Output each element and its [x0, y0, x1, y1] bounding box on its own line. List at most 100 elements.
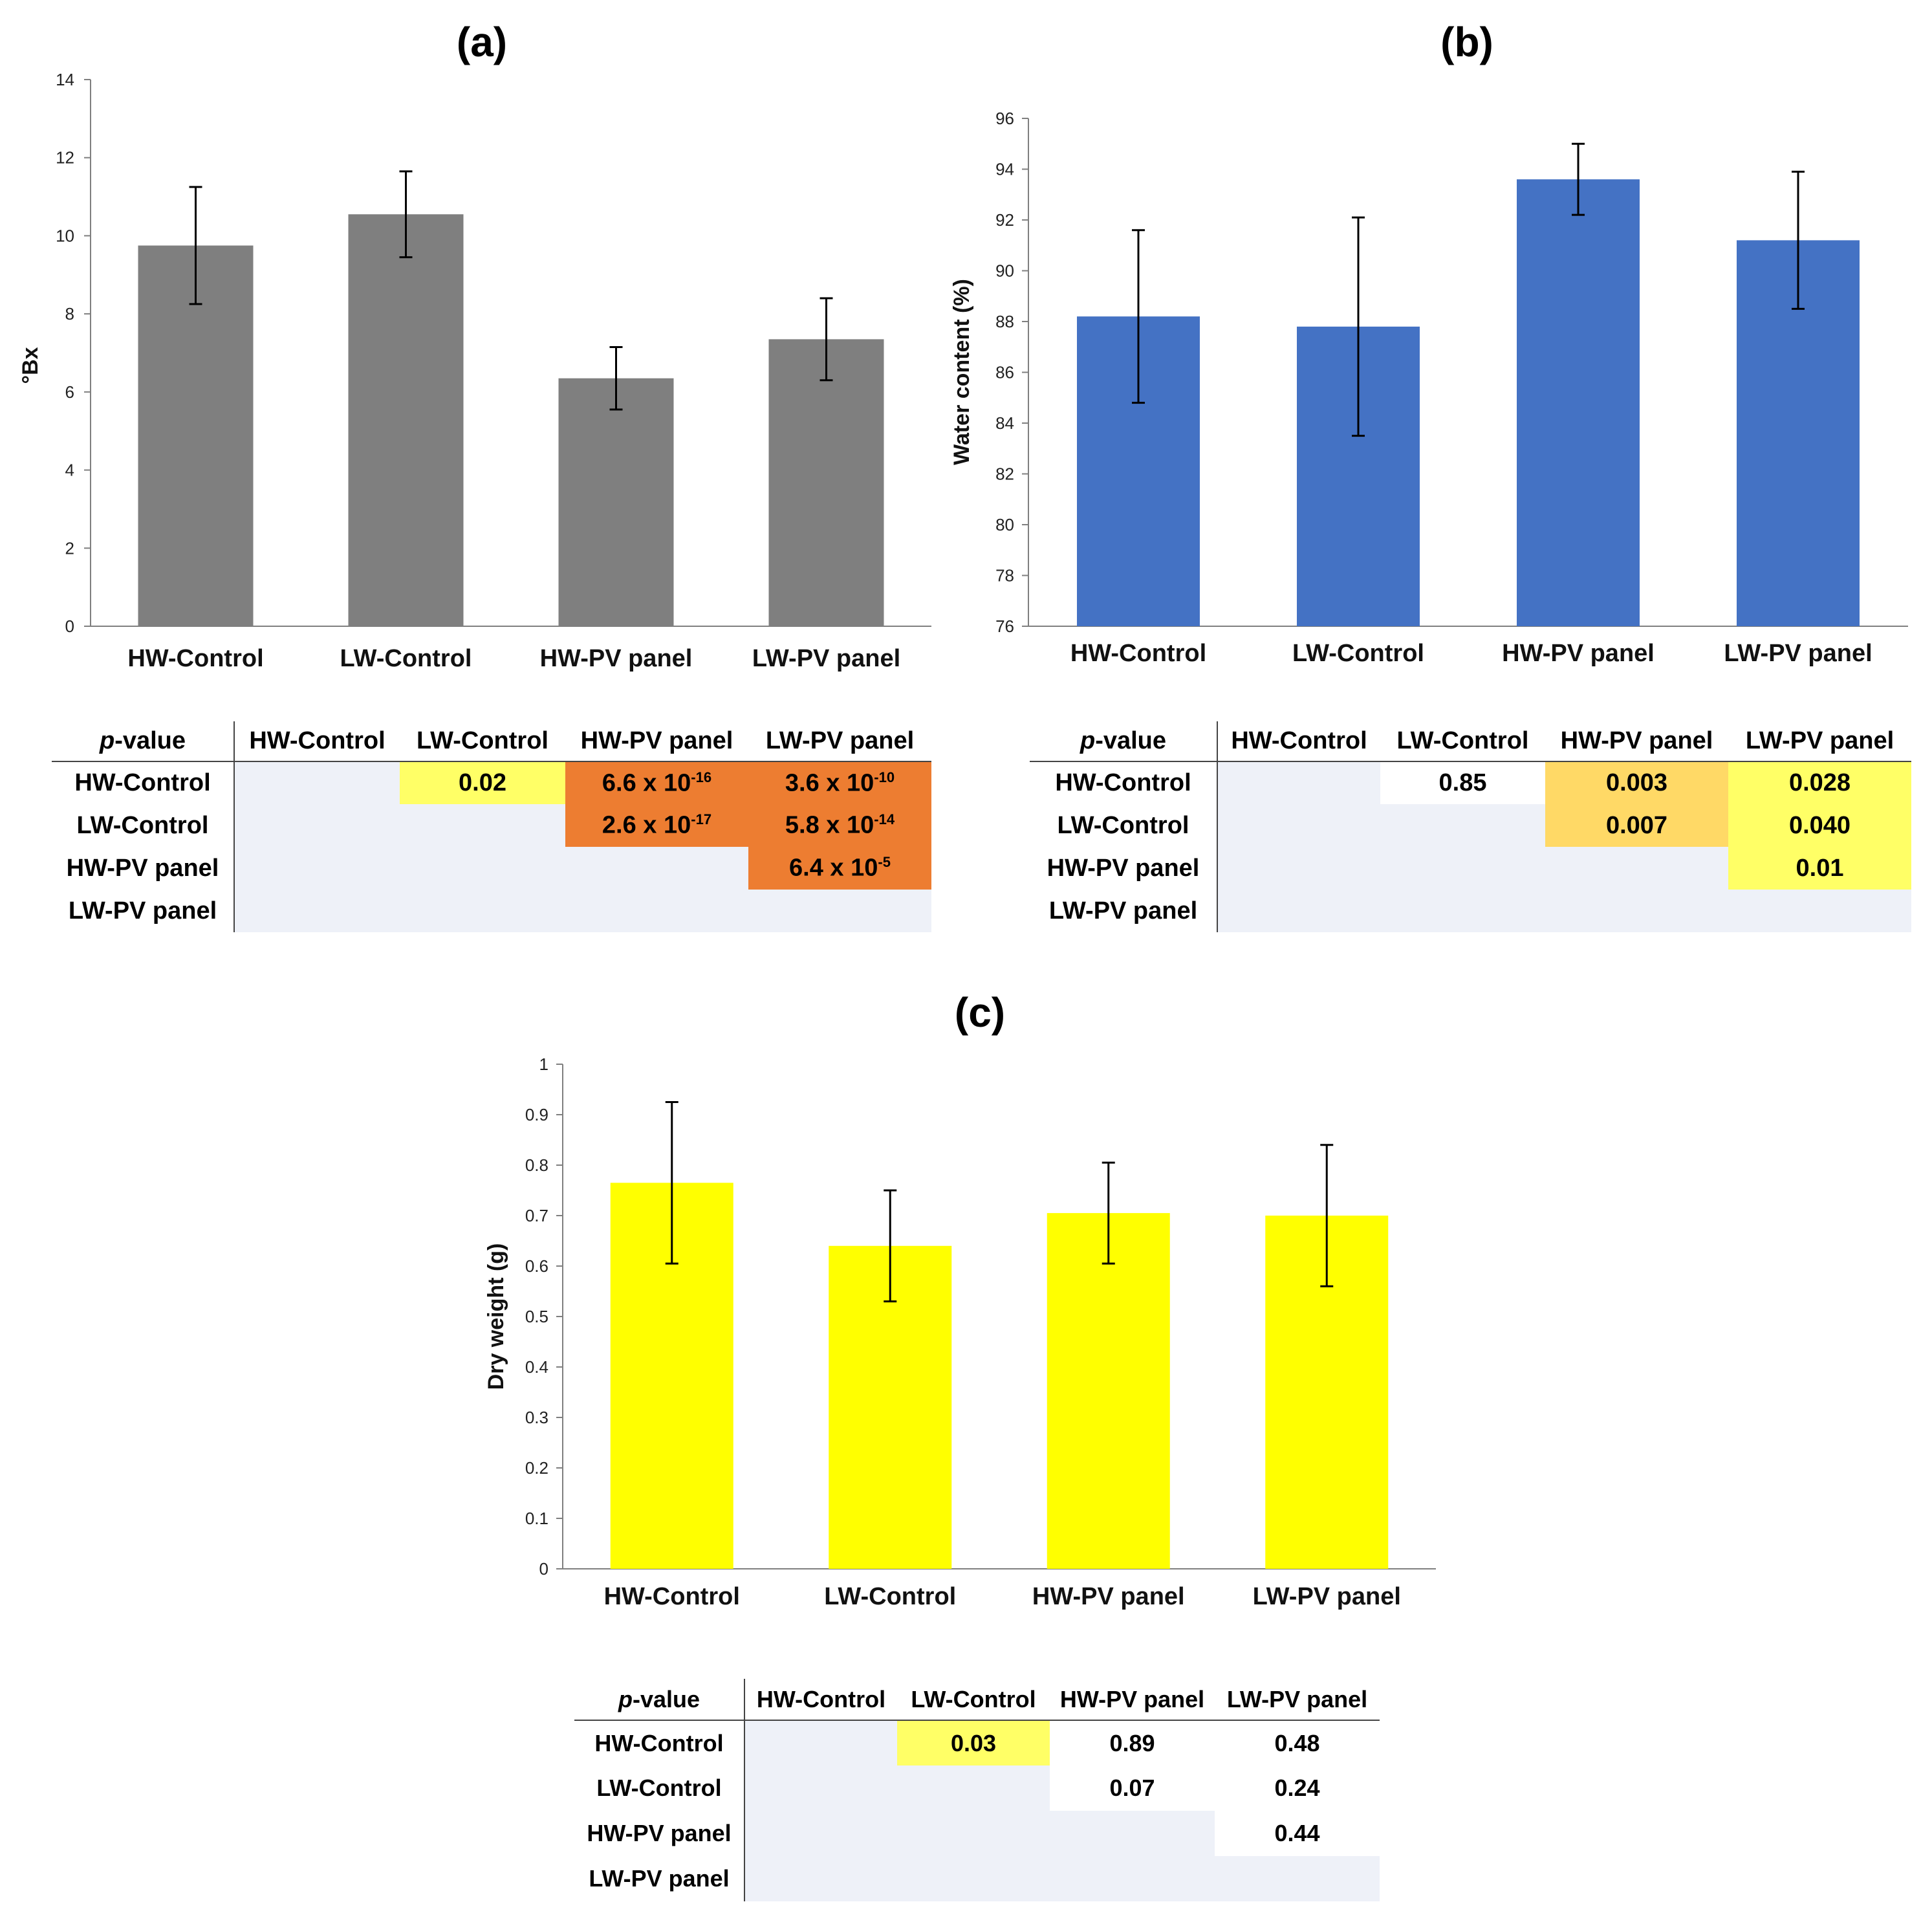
chart-a-y-tick-label: 2	[65, 538, 74, 558]
table-c-cell: 0.44	[1274, 1820, 1320, 1846]
table-a-cell	[400, 890, 565, 932]
chart-c-y-tick-label: 0.3	[525, 1408, 548, 1427]
table-c-cell	[744, 1856, 897, 1901]
table-a-row-header: HW-PV panel	[52, 847, 235, 890]
table-c-cell	[1215, 1856, 1380, 1901]
table-c-cell: 0.48	[1274, 1729, 1320, 1756]
table-a-cell	[234, 804, 400, 847]
table-b-cell	[1728, 890, 1911, 932]
chart-b-y-tick-label: 76	[995, 617, 1014, 636]
pvalue-table-b: p-value HW-Control LW-Control HW-PV pane…	[1030, 721, 1911, 932]
table-b-cell: 0.85	[1438, 769, 1487, 796]
chart-b-y-tick-label: 82	[995, 465, 1014, 484]
chart-b-y-tick-label: 92	[995, 210, 1014, 230]
chart-b-category-label: LW-Control	[1292, 640, 1424, 667]
panel-c-title: (c)	[954, 989, 1006, 1036]
table-c-row-header: LW-Control	[574, 1765, 745, 1811]
chart-a-category-label: LW-Control	[340, 645, 472, 672]
chart-a-category-label: LW-PV panel	[752, 645, 900, 672]
table-b-cell	[1217, 804, 1380, 847]
table-a-col-header: HW-Control	[234, 721, 400, 762]
table-c-row-header: LW-PV panel	[574, 1856, 745, 1901]
table-b-row-header: HW-PV panel	[1030, 847, 1218, 890]
table-c-cell: 0.03	[897, 1720, 1050, 1765]
chart-c-category-label: HW-PV panel	[1032, 1583, 1185, 1610]
chart-c-y-tick-label: 0.8	[525, 1155, 548, 1175]
table-c-row-header: HW-PV panel	[574, 1811, 745, 1856]
table-c-cell: 0.89	[1109, 1729, 1155, 1756]
chart-a-y-tick-label: 12	[56, 148, 74, 168]
table-a-col-header: HW-PV panel	[565, 721, 748, 762]
chart-c-y-tick-label: 0.6	[525, 1256, 548, 1276]
pvalue-table-a: p-value HW-Control LW-Control HW-PV pane…	[52, 721, 931, 932]
table-c-cell	[897, 1765, 1050, 1811]
table-b-cell: 0.01	[1728, 847, 1911, 890]
table-a-cell: 6.4 x 10-5	[748, 847, 931, 890]
chart-b-category-label: LW-PV panel	[1724, 640, 1872, 667]
table-c-col-header: LW-Control	[897, 1679, 1050, 1721]
table-a-cell	[234, 761, 400, 804]
chart-c-bar	[1047, 1213, 1170, 1569]
chart-b-y-tick-label: 90	[995, 261, 1014, 281]
table-b-cell: 0.003	[1545, 761, 1728, 804]
chart-b-category-label: HW-Control	[1070, 640, 1206, 667]
table-a-cell: 5.8 x 10-14	[748, 804, 931, 847]
pvalue-table-c: p-value HW-Control LW-Control HW-PV pane…	[574, 1679, 1380, 1901]
table-b-row-header: HW-Control	[1030, 761, 1218, 804]
chart-a-bar	[558, 378, 674, 626]
chart-c-category-label: LW-PV panel	[1253, 1583, 1401, 1610]
table-a-cell	[565, 890, 748, 932]
chart-c-y-tick-label: 0.9	[525, 1105, 548, 1124]
table-c-col-header: HW-Control	[744, 1679, 897, 1721]
chart-a-category-label: HW-PV panel	[540, 645, 693, 672]
table-c-corner: p-value	[574, 1679, 745, 1721]
table-c-cell	[1050, 1856, 1215, 1901]
chart-b-y-tick-label: 94	[995, 160, 1014, 179]
table-b-cell	[1217, 847, 1380, 890]
table-c-cell	[897, 1811, 1050, 1856]
chart-c-y-tick-label: 0.1	[525, 1509, 548, 1528]
table-a-cell: 2.6 x 10-17	[565, 804, 748, 847]
chart-c-y-label: Dry weight (g)	[484, 1243, 508, 1390]
chart-c-y-tick-label: 0	[539, 1559, 548, 1579]
panel-b-title: (b)	[1440, 19, 1493, 65]
table-c-cell: 0.24	[1274, 1775, 1320, 1801]
table-a-cell	[234, 847, 400, 890]
table-a-row-header: LW-PV panel	[52, 890, 235, 932]
table-c-cell	[1050, 1811, 1215, 1856]
table-a-row-header: HW-Control	[52, 761, 235, 804]
table-b-col-header: HW-Control	[1217, 721, 1380, 762]
table-a-cell: 3.6 x 10-10	[748, 761, 931, 804]
chart-b-y-tick-label: 84	[995, 413, 1014, 433]
table-c-row-header: HW-Control	[574, 1720, 745, 1765]
table-b-col-header: LW-PV panel	[1728, 721, 1911, 762]
table-a-cell	[400, 804, 565, 847]
chart-a-y-tick-label: 6	[65, 382, 74, 402]
chart-a-y-tick-label: 0	[65, 617, 74, 636]
table-b-row-header: LW-PV panel	[1030, 890, 1218, 932]
table-b-cell	[1545, 847, 1728, 890]
table-c-col-header: HW-PV panel	[1050, 1679, 1215, 1721]
table-c-cell	[744, 1811, 897, 1856]
table-a-cell	[748, 890, 931, 932]
chart-b-y-tick-label: 88	[995, 312, 1014, 331]
table-b-cell: 0.007	[1545, 804, 1728, 847]
table-a-cell: 6.6 x 10-16	[565, 761, 748, 804]
chart-b-y-tick-label: 80	[995, 515, 1014, 534]
chart-b-y-label: Water content (%)	[950, 279, 974, 465]
chart-a-bar	[138, 245, 254, 627]
table-a-cell	[234, 890, 400, 932]
table-b-row-header: LW-Control	[1030, 804, 1218, 847]
chart-a-y-tick-label: 4	[65, 461, 74, 480]
table-b-cell	[1217, 761, 1380, 804]
table-b-cell	[1545, 890, 1728, 932]
chart-c-category-label: HW-Control	[604, 1583, 740, 1610]
table-b-col-header: HW-PV panel	[1545, 721, 1728, 762]
chart-c-y-tick-label: 0.7	[525, 1206, 548, 1225]
table-a-corner: p-value	[52, 721, 235, 762]
chart-a-y-tick-label: 10	[56, 226, 74, 245]
panel-a-title: (a)	[456, 19, 508, 65]
table-a-col-header: LW-Control	[400, 721, 565, 762]
table-a-col-header: LW-PV panel	[748, 721, 931, 762]
chart-c-y-tick-label: 0.5	[525, 1307, 548, 1326]
